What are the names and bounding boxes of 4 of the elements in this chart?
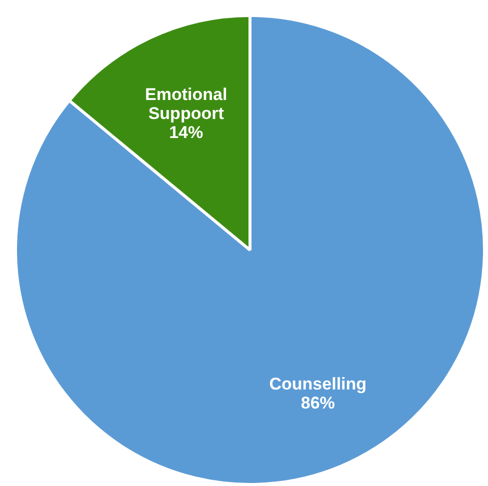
slice-label: Counselling [269,374,367,394]
slice-label: Emotional Suppoort [145,84,228,123]
data-label: 86% [300,393,335,412]
data-label: 14% [169,122,204,142]
